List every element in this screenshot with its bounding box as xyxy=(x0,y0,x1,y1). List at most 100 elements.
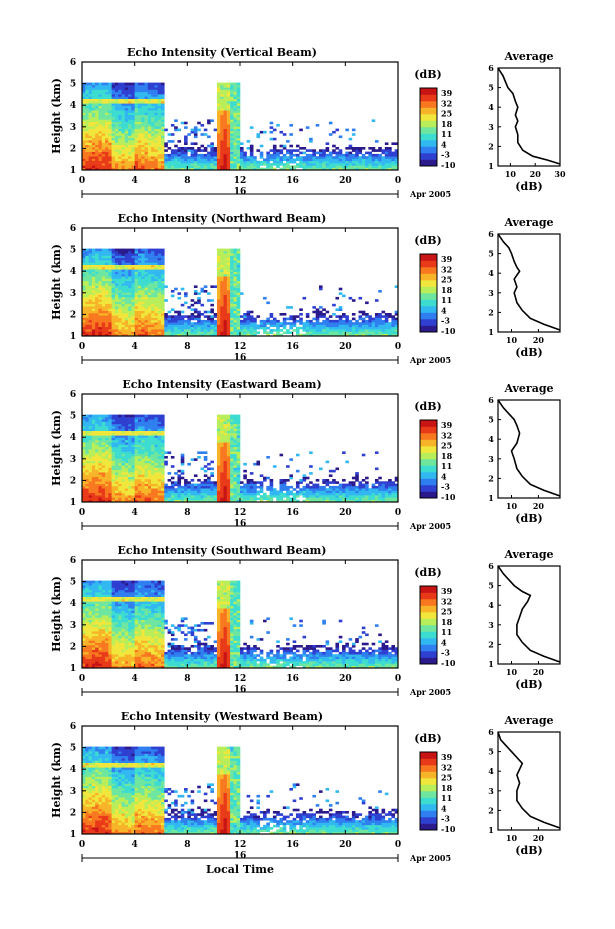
heatmap-cell xyxy=(114,262,119,265)
heatmap-cell xyxy=(312,326,317,330)
heatmap-cell xyxy=(131,255,135,259)
heatmap-cell xyxy=(128,419,132,422)
heatmap-cell xyxy=(263,326,267,330)
heatmap-cell xyxy=(213,326,218,330)
heatmap-cell xyxy=(384,326,389,330)
heatmap-cell xyxy=(193,126,198,129)
heatmap-cell xyxy=(147,287,152,291)
heatmap-cell xyxy=(249,156,254,159)
heatmap-cell xyxy=(319,310,323,314)
heatmap-cell xyxy=(210,326,214,330)
heatmap-cell xyxy=(137,322,142,325)
heatmap-cell xyxy=(128,451,132,454)
heatmap-cell xyxy=(128,299,132,302)
heatmap-cell xyxy=(91,303,96,307)
heatmap-cell xyxy=(91,310,96,314)
avg-x-axis-label: (dB) xyxy=(515,180,542,193)
heatmap-cell xyxy=(233,147,238,150)
heatmap-cell xyxy=(147,430,152,434)
heatmap-cell xyxy=(114,435,119,438)
heatmap-cell xyxy=(108,276,112,279)
heatmap-cell xyxy=(98,112,103,116)
heatmap-cell xyxy=(249,324,254,328)
heatmap-cell xyxy=(161,137,165,141)
heatmap-cell xyxy=(137,267,142,270)
heatmap-cell xyxy=(358,160,363,164)
heatmap-cell xyxy=(203,128,208,132)
heatmap-cell xyxy=(108,255,112,259)
heatmap-cell xyxy=(388,147,392,150)
heatmap-cell xyxy=(101,426,106,429)
heatmap-cell xyxy=(335,315,340,318)
heatmap-cell xyxy=(141,442,145,445)
heatmap-cell xyxy=(230,264,234,268)
heatmap-cell xyxy=(128,128,132,132)
heatmap-cell xyxy=(335,333,340,337)
avg-y-tick-label: 6 xyxy=(488,229,494,239)
heatmap-cell xyxy=(137,290,142,293)
heatmap-cell xyxy=(361,313,366,316)
heatmap-cell xyxy=(236,105,241,109)
heatmap-cell xyxy=(118,437,122,441)
heatmap-cell xyxy=(95,156,99,159)
heatmap-cell xyxy=(170,133,175,136)
heatmap-cell xyxy=(200,313,205,316)
heatmap-cell xyxy=(147,110,152,113)
heatmap-cell xyxy=(157,128,162,132)
colorbar-segment xyxy=(420,280,437,287)
heatmap-cell xyxy=(124,283,129,286)
heatmap-cell xyxy=(226,260,231,263)
heatmap-cell xyxy=(180,333,185,337)
heatmap-cell xyxy=(161,82,165,86)
heatmap-cell xyxy=(289,306,293,309)
heatmap-cell xyxy=(299,128,303,132)
heatmap-cell xyxy=(233,331,238,334)
heatmap-cell xyxy=(309,156,313,159)
heatmap-cell xyxy=(282,331,287,334)
heatmap-cell xyxy=(85,317,89,321)
heatmap-cell xyxy=(105,306,109,309)
heatmap-cell xyxy=(82,283,86,286)
heatmap-cell xyxy=(151,105,155,109)
heatmap-cell xyxy=(226,287,231,291)
heatmap-cell xyxy=(216,301,221,305)
heatmap-cell xyxy=(157,481,162,484)
heatmap-cell xyxy=(279,324,284,328)
heatmap-cell xyxy=(124,273,129,277)
heatmap-cell xyxy=(295,319,300,323)
heatmap-cell xyxy=(151,433,155,436)
heatmap-cell xyxy=(124,488,129,491)
heatmap-cell xyxy=(167,331,172,334)
heatmap-cell xyxy=(85,121,89,125)
heatmap-cell xyxy=(286,329,290,332)
heatmap-cell xyxy=(161,156,165,159)
heatmap-cell xyxy=(141,437,145,441)
heatmap-cell xyxy=(236,82,241,86)
heatmap-cell xyxy=(91,273,96,277)
heatmap-cell xyxy=(157,490,162,494)
heatmap-cell xyxy=(85,458,89,461)
heatmap-cell xyxy=(388,156,392,159)
heatmap-cell xyxy=(114,133,119,136)
heatmap-cell xyxy=(315,326,320,330)
heatmap-cell xyxy=(108,449,112,452)
heatmap-cell xyxy=(203,167,208,171)
heatmap-cell xyxy=(85,110,89,113)
heatmap-cell xyxy=(111,101,116,104)
heatmap-cell xyxy=(236,290,241,293)
heatmap-cell xyxy=(161,271,165,275)
heatmap-cell xyxy=(108,421,112,425)
heatmap-cell xyxy=(157,414,162,418)
heatmap-cell xyxy=(151,147,155,150)
heatmap-cell xyxy=(124,107,129,111)
heatmap-cell xyxy=(161,479,165,482)
heatmap-cell xyxy=(85,135,89,139)
heatmap-cell xyxy=(378,326,382,330)
colorbar-tick-label: -3 xyxy=(441,150,450,160)
heatmap-cell xyxy=(243,167,247,171)
heatmap-cell xyxy=(121,89,126,93)
heatmap-cell xyxy=(164,160,168,164)
heatmap-cell xyxy=(328,153,333,157)
heatmap-cell xyxy=(82,133,86,136)
heatmap-cell xyxy=(82,156,86,159)
